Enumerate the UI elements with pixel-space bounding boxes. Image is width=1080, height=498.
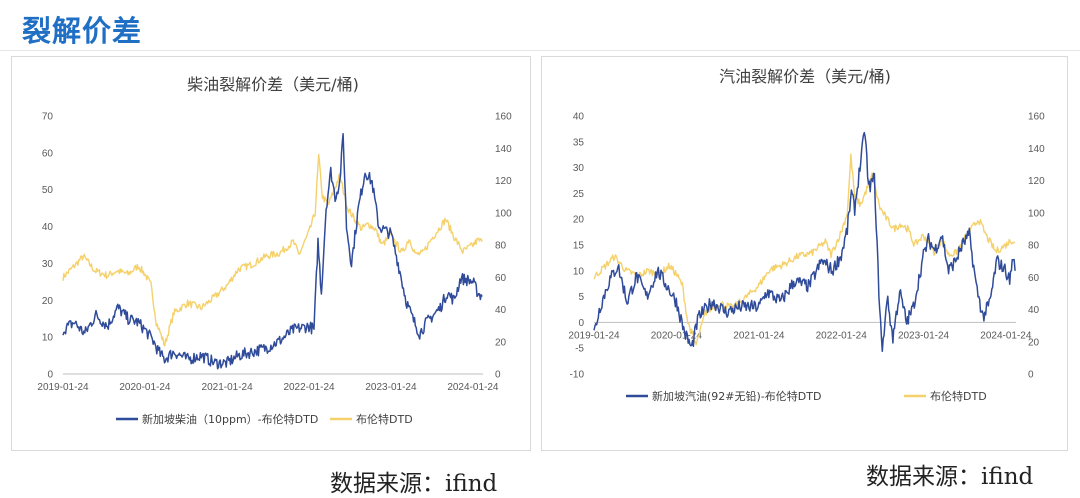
chart-title: 柴油裂解价差（美元/桶) bbox=[187, 75, 359, 94]
y-right-tick-label: 20 bbox=[495, 337, 507, 348]
y-right-tick-label: 120 bbox=[495, 176, 512, 187]
series-line bbox=[593, 153, 1016, 346]
y-left-tick-label: -5 bbox=[575, 344, 584, 355]
x-tick-label: 2023-01-24 bbox=[365, 382, 417, 393]
y-right-tick-label: 120 bbox=[1028, 176, 1045, 187]
y-right-tick-label: 20 bbox=[1028, 337, 1040, 348]
x-tick-label: 2019-01-24 bbox=[568, 330, 620, 341]
y-right-tick-label: 140 bbox=[495, 144, 512, 155]
y-left-tick-label: 40 bbox=[42, 222, 54, 233]
x-tick-label: 2022-01-24 bbox=[283, 382, 335, 393]
y-right-tick-label: 80 bbox=[1028, 241, 1040, 252]
source-note-left: 数据来源：ifind bbox=[330, 471, 498, 497]
y-right-tick-label: 160 bbox=[495, 112, 512, 123]
y-right-tick-label: 40 bbox=[1028, 305, 1040, 316]
y-right-tick-label: 0 bbox=[1028, 370, 1034, 381]
y-left-tick-label: 20 bbox=[573, 215, 585, 226]
y-right-tick-label: 80 bbox=[495, 241, 507, 252]
series-line bbox=[62, 132, 483, 370]
y-left-tick-label: 35 bbox=[573, 137, 585, 148]
legend-entry: 布伦特DTD bbox=[930, 389, 987, 403]
y-right-tick-label: 60 bbox=[1028, 273, 1040, 284]
y-left-tick-label: -10 bbox=[570, 370, 585, 381]
y-left-tick-label: 70 bbox=[42, 112, 54, 123]
x-tick-label: 2024-01-24 bbox=[980, 330, 1032, 341]
y-left-tick-label: 10 bbox=[42, 333, 54, 344]
y-left-tick-label: 40 bbox=[573, 112, 585, 123]
legend-entry: 布伦特DTD bbox=[356, 412, 413, 426]
y-left-tick-label: 0 bbox=[578, 318, 584, 329]
gasoline-crack-spread-chart: 汽油裂解价差（美元/桶) -10 -5 0 5 10 15 20 25 30 35 40 0 20 40 60… bbox=[541, 56, 1068, 451]
diesel-chart-svg: 柴油裂解价差（美元/桶) 0 10 20 30 40 50 60 70 0 20 40 60 80 100 1… bbox=[37, 75, 512, 426]
page-title: 裂解价差 bbox=[22, 14, 143, 48]
x-tick-label: 2021-01-24 bbox=[733, 330, 785, 341]
x-tick-label: 2023-01-24 bbox=[898, 330, 950, 341]
gasoline-chart-svg: 汽油裂解价差（美元/桶) -10 -5 0 5 10 15 20 25 30 35 40 0 20 40 60… bbox=[568, 67, 1045, 403]
source-note-right: 数据来源：ifind bbox=[866, 464, 1034, 490]
series-line bbox=[62, 153, 483, 347]
y-left-tick-label: 10 bbox=[573, 266, 585, 277]
y-left-tick-label: 5 bbox=[578, 292, 584, 303]
title-divider bbox=[0, 50, 1080, 51]
y-right-tick-label: 0 bbox=[495, 370, 501, 381]
y-left-tick-label: 50 bbox=[42, 185, 54, 196]
y-left-tick-label: 30 bbox=[42, 259, 54, 270]
y-right-tick-label: 60 bbox=[495, 273, 507, 284]
y-left-tick-label: 60 bbox=[42, 148, 54, 159]
y-left-tick-label: 15 bbox=[573, 241, 585, 252]
legend-entry: 新加坡汽油(92#无铅)-布伦特DTD bbox=[652, 389, 821, 403]
x-tick-label: 2020-01-24 bbox=[119, 382, 171, 393]
y-left-tick-label: 20 bbox=[42, 296, 54, 307]
legend-entry: 新加坡柴油（10ppm）-布伦特DTD bbox=[142, 412, 318, 426]
y-right-tick-label: 160 bbox=[1028, 112, 1045, 123]
y-right-tick-label: 140 bbox=[1028, 144, 1045, 155]
x-tick-label: 2019-01-24 bbox=[37, 382, 89, 393]
y-left-tick-label: 25 bbox=[573, 189, 585, 200]
y-right-tick-label: 100 bbox=[1028, 208, 1045, 219]
x-tick-label: 2022-01-24 bbox=[816, 330, 868, 341]
y-right-tick-label: 100 bbox=[495, 208, 512, 219]
x-tick-label: 2021-01-24 bbox=[202, 382, 254, 393]
y-right-tick-label: 40 bbox=[495, 305, 507, 316]
series-line bbox=[593, 131, 1016, 353]
chart-title: 汽油裂解价差（美元/桶) bbox=[719, 67, 891, 86]
y-left-tick-label: 30 bbox=[573, 163, 585, 174]
y-left-tick-label: 0 bbox=[47, 370, 53, 381]
x-tick-label: 2020-01-24 bbox=[651, 330, 703, 341]
x-tick-label: 2024-01-24 bbox=[447, 382, 499, 393]
diesel-crack-spread-chart: 柴油裂解价差（美元/桶) 0 10 20 30 40 50 60 70 0 20 40 60 80 100 1… bbox=[11, 56, 531, 451]
